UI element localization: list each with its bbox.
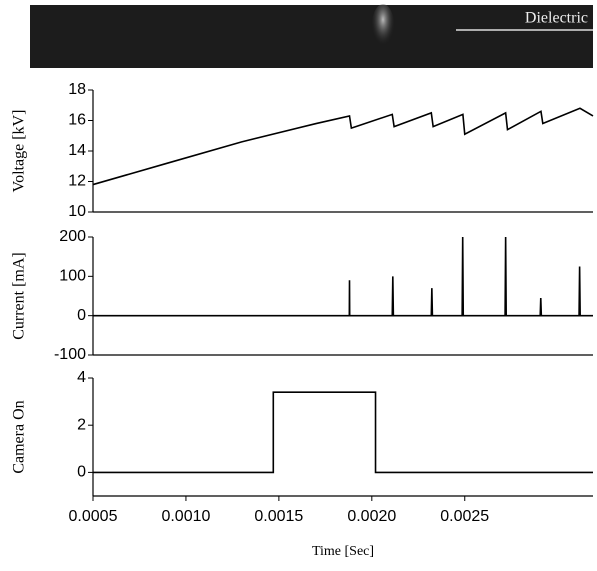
y-tick-label: 14 [68,142,86,159]
x-tick-label: 0.0020 [347,508,396,525]
x-tick-label: 0.0025 [440,508,489,525]
y-tick-label: 2 [77,416,86,433]
y-axis-title: Current [mA] [11,252,28,340]
y-tick-label: 0 [77,307,86,324]
y-tick-label: 12 [68,173,86,190]
y-tick-label: 0 [77,464,86,481]
x-tick-label: 0.0015 [254,508,303,525]
y-tick-label: 200 [59,228,86,245]
y-tick-label: 10 [68,203,86,220]
data-line [93,236,593,317]
y-tick-label: 100 [59,268,86,285]
x-tick-label: 0.0010 [161,508,210,525]
image-label: Dielectric [525,10,588,27]
discharge-glow [371,4,395,56]
y-tick-label: 4 [77,369,86,386]
data-line [93,391,593,474]
camera-image [30,5,593,68]
data-line [92,107,594,186]
y-axis-title: Voltage [kV] [11,110,28,193]
y-tick-label: 18 [68,81,86,98]
y-tick-label: -100 [54,346,86,363]
x-tick-label: 0.0005 [69,508,118,525]
x-axis-title: Time [Sec] [312,544,374,559]
y-tick-label: 16 [68,112,86,129]
y-axis-title: Camera On [11,400,28,473]
